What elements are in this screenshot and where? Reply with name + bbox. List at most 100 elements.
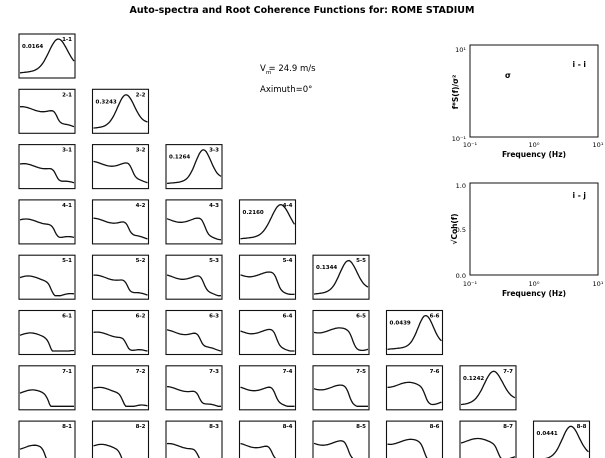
panel-frame: [91, 88, 150, 134]
coherence-curve: [19, 332, 74, 352]
x-axis-label: Frequency (Hz): [502, 150, 566, 159]
panel-frame: [91, 365, 150, 411]
panel-label: 8-5: [356, 424, 366, 430]
panel-frame: [312, 309, 370, 356]
panel-label: 5-3: [209, 258, 219, 264]
coherence-curve: [19, 275, 75, 297]
x-tick-label: 10⁻¹: [463, 141, 478, 149]
coherence-curve: [460, 437, 516, 458]
panel-frame: [238, 199, 297, 245]
panel-label: 4-1: [62, 203, 72, 209]
y-axis-label: √Coh(f): [450, 213, 459, 244]
panel-variance-value: 0.1264: [169, 155, 190, 161]
y-tick-label: 0.5: [456, 226, 466, 234]
auto-spectrum-curve: [19, 38, 75, 74]
legend-pair-label: i - j: [573, 191, 586, 200]
panel-label: 3-2: [136, 148, 146, 154]
panel-label: 5-5: [356, 258, 366, 264]
coherence-curve: [93, 274, 148, 296]
panel-label: 4-3: [209, 203, 219, 209]
panel-label: 6-2: [136, 314, 146, 320]
panel-frame: [238, 309, 297, 356]
panel-5-2: 5-2: [91, 254, 150, 300]
coherence-curve: [93, 331, 148, 352]
panel-variance-value: 0.2160: [243, 210, 264, 216]
panel-label: 6-4: [283, 314, 293, 320]
panel-frame: [18, 309, 76, 356]
x-tick-label: 10¹: [593, 280, 604, 288]
panel-grid: 1-1 0.0164 2-1 2-2 0.3243 3-1 3-2 3-3 0.1264 4-1 4…: [18, 33, 591, 458]
panel-frame: [18, 88, 76, 134]
coherence-curve: [20, 106, 75, 128]
coherence-curve: [93, 160, 148, 184]
panel-label: 5-1: [62, 258, 72, 264]
coherence-curve: [19, 389, 74, 407]
panel-frame: [18, 33, 76, 79]
panel-variance-value: 0.0439: [390, 321, 411, 327]
panel-frame: [238, 254, 297, 300]
panel-label: 7-4: [283, 369, 293, 375]
panel-3-1: 3-1: [18, 144, 76, 190]
coherence-legend: i - j 1.0 0.5 0.0 10⁻¹ 10⁰ 10¹ Frequency…: [450, 182, 604, 298]
coherence-curve: [19, 218, 75, 239]
coherence-curve: [166, 329, 222, 352]
panel-frame: [312, 254, 370, 300]
x-tick-label: 10⁻¹: [463, 280, 478, 288]
panel-4-2: 4-2: [91, 199, 150, 245]
coherence-curve: [240, 442, 277, 458]
panel-4-1: 4-1: [18, 199, 76, 245]
wind-speed-subscript: m: [266, 70, 271, 76]
panel-frame: [91, 420, 150, 458]
azimuth-label: Aximuth=0°: [260, 85, 312, 95]
panel-label: 8-4: [283, 424, 293, 430]
coherence-curve: [166, 217, 222, 241]
coherence-curve: [387, 381, 442, 406]
panel-label: 6-6: [430, 314, 440, 320]
panel-label: 5-2: [136, 258, 146, 264]
coherence-curve: [240, 386, 295, 407]
panel-label: 8-1: [62, 424, 72, 430]
panel-frame: [91, 254, 150, 300]
coherence-curve: [19, 163, 75, 184]
panel-7-3: 7-3: [165, 365, 223, 411]
panel-8-2: 8-2: [91, 420, 150, 458]
coherence-curve: [313, 327, 369, 352]
coherence-curve: [240, 271, 295, 296]
panel-frame: [532, 420, 591, 458]
panel-label: 5-4: [283, 258, 293, 264]
panel-4-4: 4-4 0.2160: [238, 199, 297, 245]
y-tick-label: 10¹: [455, 46, 466, 54]
panel-label: 8-6: [430, 424, 440, 430]
panel-4-3: 4-3: [165, 199, 223, 245]
panel-frame: [91, 144, 150, 190]
y-axis-label: f*S(f)/σ²: [451, 75, 460, 110]
panel-frame: [459, 365, 517, 411]
panel-7-6: 7-6: [385, 365, 444, 411]
panel-label: 2-2: [136, 92, 146, 98]
panel-6-3: 6-3: [165, 309, 223, 356]
panel-variance-value: 0.0164: [22, 44, 43, 50]
legend-axes-frame: [469, 44, 599, 138]
panel-frame: [238, 420, 297, 458]
panel-8-7: 8-7: [459, 420, 517, 458]
panel-label: 8-2: [136, 424, 146, 430]
panel-label: 1-1: [62, 37, 72, 43]
y-tick-label: 0.0: [456, 272, 466, 280]
coherence-curve: [93, 217, 148, 240]
panel-8-1: 8-1: [18, 420, 76, 458]
panel-8-3: 8-3: [165, 420, 223, 458]
panel-8-4: 8-4: [238, 420, 297, 458]
panel-7-7: 7-7 0.1242: [459, 365, 517, 411]
auto-spectrum-curve: [387, 314, 442, 350]
panel-5-4: 5-4: [238, 254, 297, 300]
coherence-curve: [93, 443, 123, 458]
panel-8-6: 8-6: [385, 420, 444, 458]
auto-spectrum-legend: i - i σ 10¹ 10⁻¹ 10⁻¹ 10⁰ 10¹ Frequency …: [451, 44, 604, 159]
coherence-curve: [240, 328, 295, 352]
panel-frame: [385, 365, 444, 411]
panel-7-4: 7-4: [238, 365, 297, 411]
panel-3-3: 3-3 0.1264: [165, 144, 223, 190]
coherence-curve: [313, 384, 368, 407]
panel-label: 7-2: [136, 369, 146, 375]
panel-frame: [18, 254, 76, 300]
